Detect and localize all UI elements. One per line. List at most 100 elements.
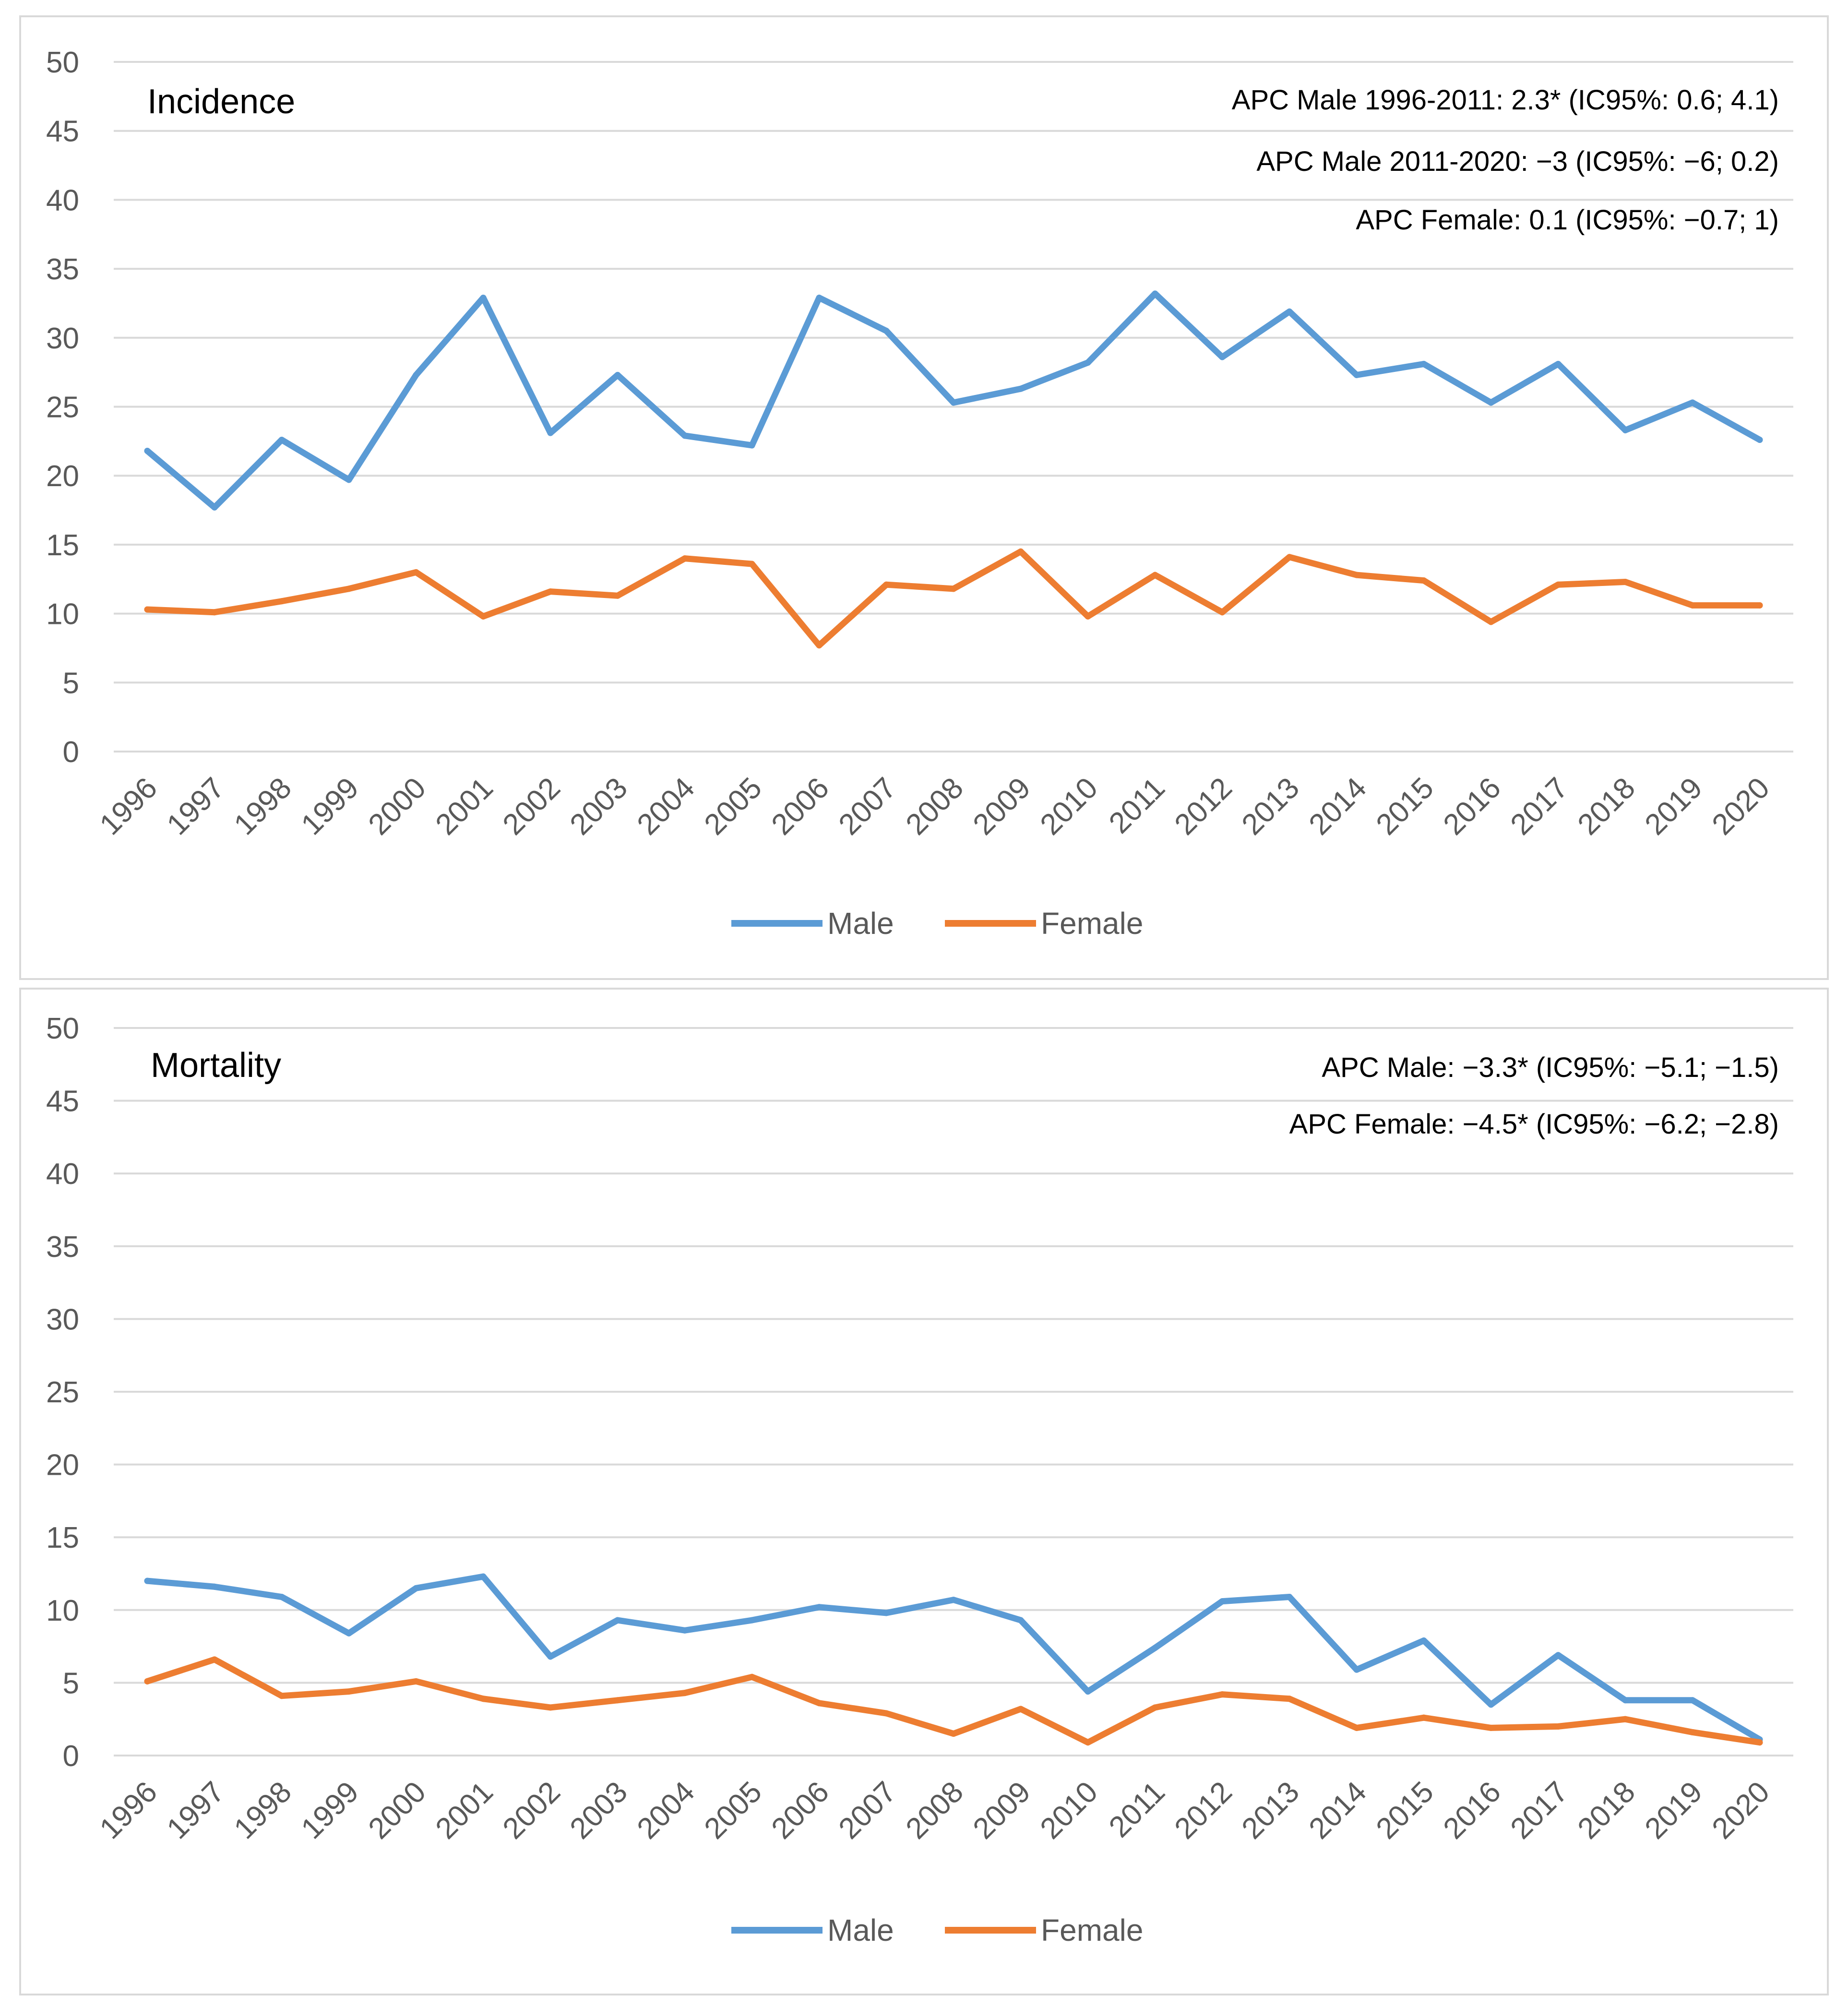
data-point-female xyxy=(144,1678,151,1684)
x-tick-label: 1999 xyxy=(295,771,365,841)
chart-title: Mortality xyxy=(151,1046,281,1085)
x-tick-label: 2003 xyxy=(564,771,634,841)
x-tick-label: 2016 xyxy=(1437,771,1507,841)
legend-female-label: Female xyxy=(1041,906,1143,941)
y-tick-label: 25 xyxy=(46,1376,79,1409)
incidence-chart: Incidence APC Male 1996-2011: 2.3* (IC95… xyxy=(46,46,1793,941)
data-point-female xyxy=(480,1696,487,1702)
data-point-male xyxy=(278,436,285,443)
data-point-female xyxy=(1420,577,1427,584)
data-point-female xyxy=(1555,581,1562,588)
data-point-male xyxy=(1085,1688,1091,1695)
y-tick-label: 50 xyxy=(46,46,79,79)
y-tick-label: 45 xyxy=(46,1085,79,1118)
data-point-male xyxy=(1555,1652,1562,1659)
x-tick-label: 2007 xyxy=(833,771,903,841)
data-point-female xyxy=(816,1700,823,1707)
data-point-male xyxy=(1017,1617,1024,1624)
x-axis: 1996199719981999200020012002200320042005… xyxy=(94,771,1776,841)
x-tick-label: 2002 xyxy=(497,1775,567,1845)
data-point-male xyxy=(144,1577,151,1584)
data-point-female xyxy=(1085,1739,1091,1746)
data-point-male xyxy=(1353,1666,1360,1673)
data-point-male xyxy=(547,430,554,436)
x-tick-label: 2006 xyxy=(765,1775,835,1845)
y-axis: 0 5 10 15 20 25 30 35 40 45 50 xyxy=(46,46,79,769)
series-line-female xyxy=(144,1656,1763,1746)
x-tick-label: 2008 xyxy=(900,1775,970,1845)
series-female xyxy=(144,548,1763,649)
x-tick-label: 1996 xyxy=(94,771,164,841)
x-tick-label: 2015 xyxy=(1370,1775,1440,1845)
x-tick-label: 2014 xyxy=(1303,771,1373,841)
x-tick-label: 1997 xyxy=(161,771,231,841)
data-point-female xyxy=(1689,602,1696,609)
data-point-female xyxy=(950,585,957,592)
data-point-female xyxy=(278,1693,285,1699)
x-tick-label: 2019 xyxy=(1639,771,1709,841)
data-point-male xyxy=(211,504,218,511)
x-tick-label: 2006 xyxy=(765,771,835,841)
legend-female-label: Female xyxy=(1041,1913,1143,1947)
data-point-male xyxy=(950,399,957,406)
data-point-female xyxy=(1286,1696,1293,1702)
data-point-female xyxy=(1017,1706,1024,1712)
data-point-female xyxy=(480,613,487,620)
data-point-male xyxy=(480,1573,487,1580)
data-point-female xyxy=(1353,1724,1360,1731)
data-point-female xyxy=(749,1673,755,1680)
legend-male-label: Male xyxy=(827,906,894,941)
data-point-female xyxy=(1420,1714,1427,1721)
x-tick-label: 2002 xyxy=(497,771,567,841)
series-male xyxy=(144,1573,1763,1743)
data-point-male xyxy=(1085,359,1091,366)
y-tick-label: 50 xyxy=(46,1012,79,1045)
x-tick-label: 2018 xyxy=(1572,771,1642,841)
data-point-male xyxy=(681,1627,688,1634)
x-tick-label: 2020 xyxy=(1706,1775,1776,1845)
series-female xyxy=(144,1656,1763,1746)
data-point-female xyxy=(681,1690,688,1696)
x-tick-label: 2018 xyxy=(1572,1775,1642,1845)
data-point-male xyxy=(1286,308,1293,315)
data-point-male xyxy=(211,1583,218,1590)
data-point-female xyxy=(950,1731,957,1737)
y-tick-label: 25 xyxy=(46,391,79,424)
y-tick-label: 35 xyxy=(46,253,79,286)
data-point-male xyxy=(1420,360,1427,367)
annotation-apc-female: APC Female: 0.1 (IC95%: −0.7; 1) xyxy=(1356,204,1779,236)
x-tick-label: 2011 xyxy=(1103,771,1171,840)
y-tick-label: 10 xyxy=(46,1594,79,1627)
y-tick-label: 15 xyxy=(46,529,79,562)
data-point-female xyxy=(681,555,688,562)
data-point-female xyxy=(883,1710,890,1717)
data-point-female xyxy=(1085,613,1091,620)
data-point-female xyxy=(413,1678,419,1684)
chart-title: Incidence xyxy=(147,83,295,121)
x-tick-label: 2017 xyxy=(1504,1775,1574,1845)
y-tick-label: 5 xyxy=(63,667,79,700)
data-point-female xyxy=(1286,554,1293,561)
data-point-female xyxy=(1219,609,1226,616)
y-tick-label: 20 xyxy=(46,1449,79,1482)
data-point-female xyxy=(1219,1691,1226,1698)
x-tick-label: 2008 xyxy=(900,771,970,841)
x-tick-label: 2013 xyxy=(1236,1775,1306,1845)
annotation-apc-male-2011-2020: APC Male 2011-2020: −3 (IC95%: −6; 0.2) xyxy=(1256,146,1779,177)
data-point-male xyxy=(1555,360,1562,367)
data-point-female xyxy=(413,569,419,575)
data-point-female xyxy=(1353,572,1360,578)
data-point-male xyxy=(681,432,688,439)
x-tick-label: 2003 xyxy=(564,1775,634,1845)
y-tick-label: 30 xyxy=(46,322,79,355)
data-point-male xyxy=(614,371,621,378)
y-tick-label: 0 xyxy=(63,1740,79,1773)
data-point-female xyxy=(346,585,352,592)
x-tick-label: 2019 xyxy=(1639,1775,1709,1845)
data-point-male xyxy=(1286,1594,1293,1601)
data-point-female xyxy=(547,588,554,595)
y-tick-label: 5 xyxy=(63,1667,79,1700)
data-point-male xyxy=(883,1610,890,1616)
x-tick-label: 2020 xyxy=(1706,771,1776,841)
data-point-male xyxy=(346,477,352,483)
